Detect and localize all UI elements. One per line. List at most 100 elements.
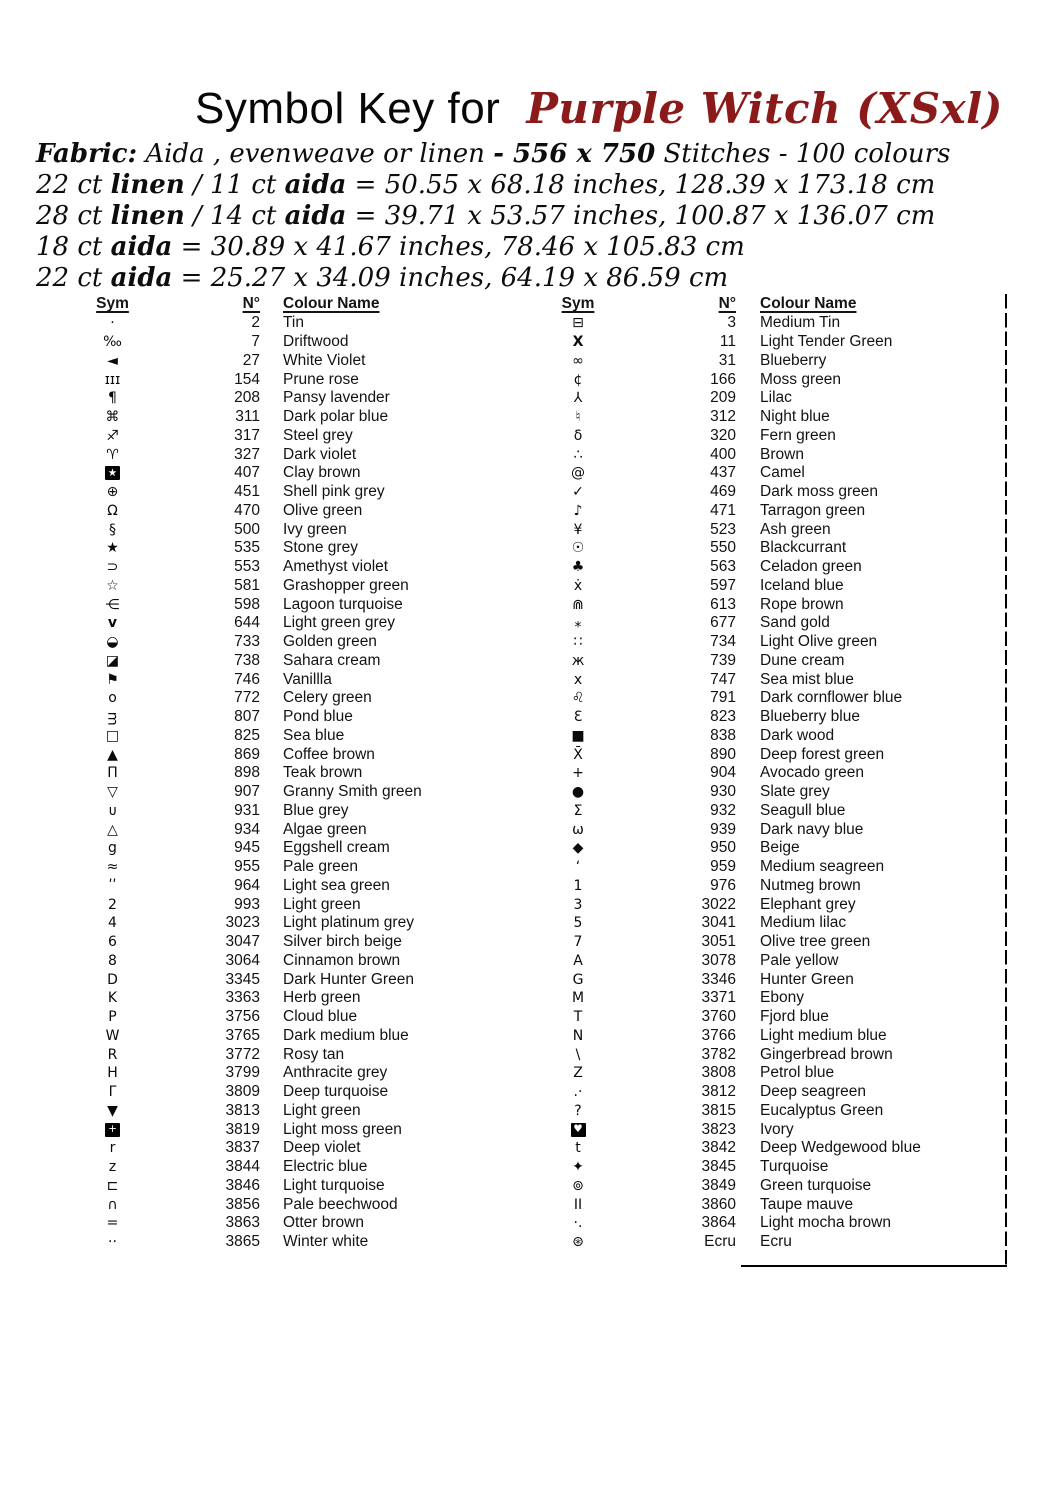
number-cell: 950: [710, 839, 736, 857]
colour-name-cell: Sea mist blue: [760, 670, 854, 688]
colour-name-cell: Electric blue: [283, 1158, 368, 1176]
table-row: ⚑ 746 Vanillla: [60, 670, 500, 689]
colour-name-cell: Moss green: [760, 370, 841, 388]
colour-name-cell: Blue grey: [283, 801, 349, 819]
table-row: ♮ 312 Night blue: [535, 408, 1007, 427]
symbol-cell: II: [573, 1196, 583, 1213]
colour-name-cell: Sand gold: [760, 614, 830, 632]
number-cell: 931: [234, 801, 260, 819]
table-row: = 3863 Otter brown: [60, 1214, 500, 1233]
number-cell: 451: [234, 483, 260, 501]
colour-name-cell: Sahara cream: [283, 651, 381, 669]
number-cell: 3023: [225, 914, 260, 932]
symbol-cell: 7: [573, 934, 583, 951]
colour-name-cell: Cloud blue: [283, 1008, 358, 1026]
colour-name-cell: Dark cornflower blue: [760, 689, 903, 707]
colour-name-cell: Medium lilac: [760, 914, 847, 932]
symbol-cell: Ω: [107, 502, 118, 519]
fabric-segment: aida: [284, 201, 347, 231]
number-cell: 838: [710, 726, 736, 744]
symbol-cell: ◪: [105, 652, 120, 669]
colour-name-cell: Rope brown: [760, 595, 844, 613]
symbol-cell: z: [108, 1159, 117, 1176]
number-cell: 469: [710, 483, 736, 501]
colour-name-cell: Ivory: [760, 1120, 794, 1138]
symbol-cell: ⚑: [106, 671, 119, 688]
table-row: Ɛ 823 Blueberry blue: [535, 708, 1007, 727]
number-cell: 3849: [701, 1176, 736, 1194]
symbol-cell: ★: [106, 540, 119, 557]
number-cell: 3760: [701, 1008, 736, 1026]
table-row: \ 3782 Gingerbread brown: [535, 1045, 1007, 1064]
symbol-cell: P: [108, 1009, 117, 1026]
number-cell: 3051: [701, 933, 736, 951]
colour-name-cell: Clay brown: [283, 464, 361, 482]
table-row: ⊃ 553 Amethyst violet: [60, 558, 500, 577]
symbol-cell: ⊚: [572, 1177, 584, 1194]
table-row: Ω 470 Olive green: [60, 502, 500, 521]
table-row: x 747 Sea mist blue: [535, 670, 1007, 689]
colour-name-cell: Night blue: [760, 408, 830, 426]
fabric-segment: aida: [110, 263, 173, 293]
colour-name-cell: Dark navy blue: [760, 820, 864, 838]
symbol-cell: ▼: [107, 1102, 118, 1119]
number-cell: 3041: [701, 914, 736, 932]
number-cell: 734: [710, 633, 736, 651]
number-cell: 3823: [701, 1120, 736, 1138]
colour-name-cell: Coffee brown: [283, 745, 375, 763]
colour-name-cell: Light green: [283, 1101, 361, 1119]
fabric-segment: = 30.89 x 41.67 inches, 78.46 x 105.83 c…: [172, 232, 745, 262]
number-cell: 644: [234, 614, 260, 632]
table-row: Z 3808 Petrol blue: [535, 1064, 1007, 1083]
colour-name-cell: Shell pink grey: [283, 483, 385, 501]
symbol-cell: ◒: [106, 634, 119, 651]
symbol-cell: □: [105, 727, 120, 744]
symbol-cell: Ɛ: [573, 709, 583, 726]
number-cell: 964: [234, 876, 260, 894]
symbol-cell: ⅄: [573, 390, 583, 407]
number-cell: 3346: [701, 970, 736, 988]
fabric-segment: - 556 x 750: [493, 139, 656, 169]
table-row: +904 Avocado green: [535, 764, 1007, 783]
colour-name-cell: Medium seagreen: [760, 858, 885, 876]
colour-name-cell: Iceland blue: [760, 576, 844, 594]
colour-name-cell: Pansy lavender: [283, 389, 390, 407]
number-cell: 3819: [225, 1120, 260, 1138]
number-cell: 3756: [225, 1008, 260, 1026]
colour-name-cell: Celadon green: [760, 558, 862, 576]
fabric-segment: Stitches - 100 colours: [655, 139, 951, 169]
colour-name-cell: Blueberry: [760, 351, 827, 369]
colour-name-cell: Golden green: [283, 633, 377, 651]
symbol-cell: ẋ: [573, 577, 583, 594]
table-row: .· 3812 Deep seagreen: [535, 1083, 1007, 1102]
table-row: ♥ 3823 Ivory: [535, 1120, 1007, 1139]
table-row: ж 739 Dune cream: [535, 652, 1007, 671]
table-row: N 3766 Light medium blue: [535, 1027, 1007, 1046]
number-cell: 3863: [225, 1214, 260, 1232]
table-row: ∩ 3856 Pale beechwood: [60, 1195, 500, 1214]
colour-name-cell: Olive tree green: [760, 933, 871, 951]
colour-name-cell: Light green grey: [283, 614, 396, 632]
number-cell: 400: [710, 445, 736, 463]
colour-name-cell: Slate grey: [760, 783, 830, 801]
symbol-cell: H: [107, 1065, 118, 1082]
number-cell: 3782: [701, 1045, 736, 1063]
number-cell: 823: [710, 708, 736, 726]
fabric-segment: = 50.55 x 68.18 inches, 128.39 x 173.18 …: [346, 170, 936, 200]
colour-name-cell: Steel grey: [283, 426, 353, 444]
number-cell: 904: [710, 764, 736, 782]
number-cell: 613: [710, 595, 736, 613]
table-row: ∴ 400 Brown: [535, 445, 1007, 464]
number-cell: 3864: [701, 1214, 736, 1232]
number-cell: 733: [234, 633, 260, 651]
colour-name-cell: Light sea green: [283, 876, 390, 894]
table-row: ☉ 550 Blackcurrant: [535, 539, 1007, 558]
colour-name-cell: Ivy green: [283, 520, 347, 538]
table-row: ¶ 208 Pansy lavender: [60, 389, 500, 408]
fabric-segment: linen: [110, 170, 185, 200]
symbol-cell: ‘: [575, 859, 581, 876]
symbol-cell: M: [571, 990, 585, 1007]
colour-name-cell: Dark wood: [760, 726, 835, 744]
number-cell: 407: [234, 464, 260, 482]
colour-name-cell: Beige: [760, 839, 800, 857]
